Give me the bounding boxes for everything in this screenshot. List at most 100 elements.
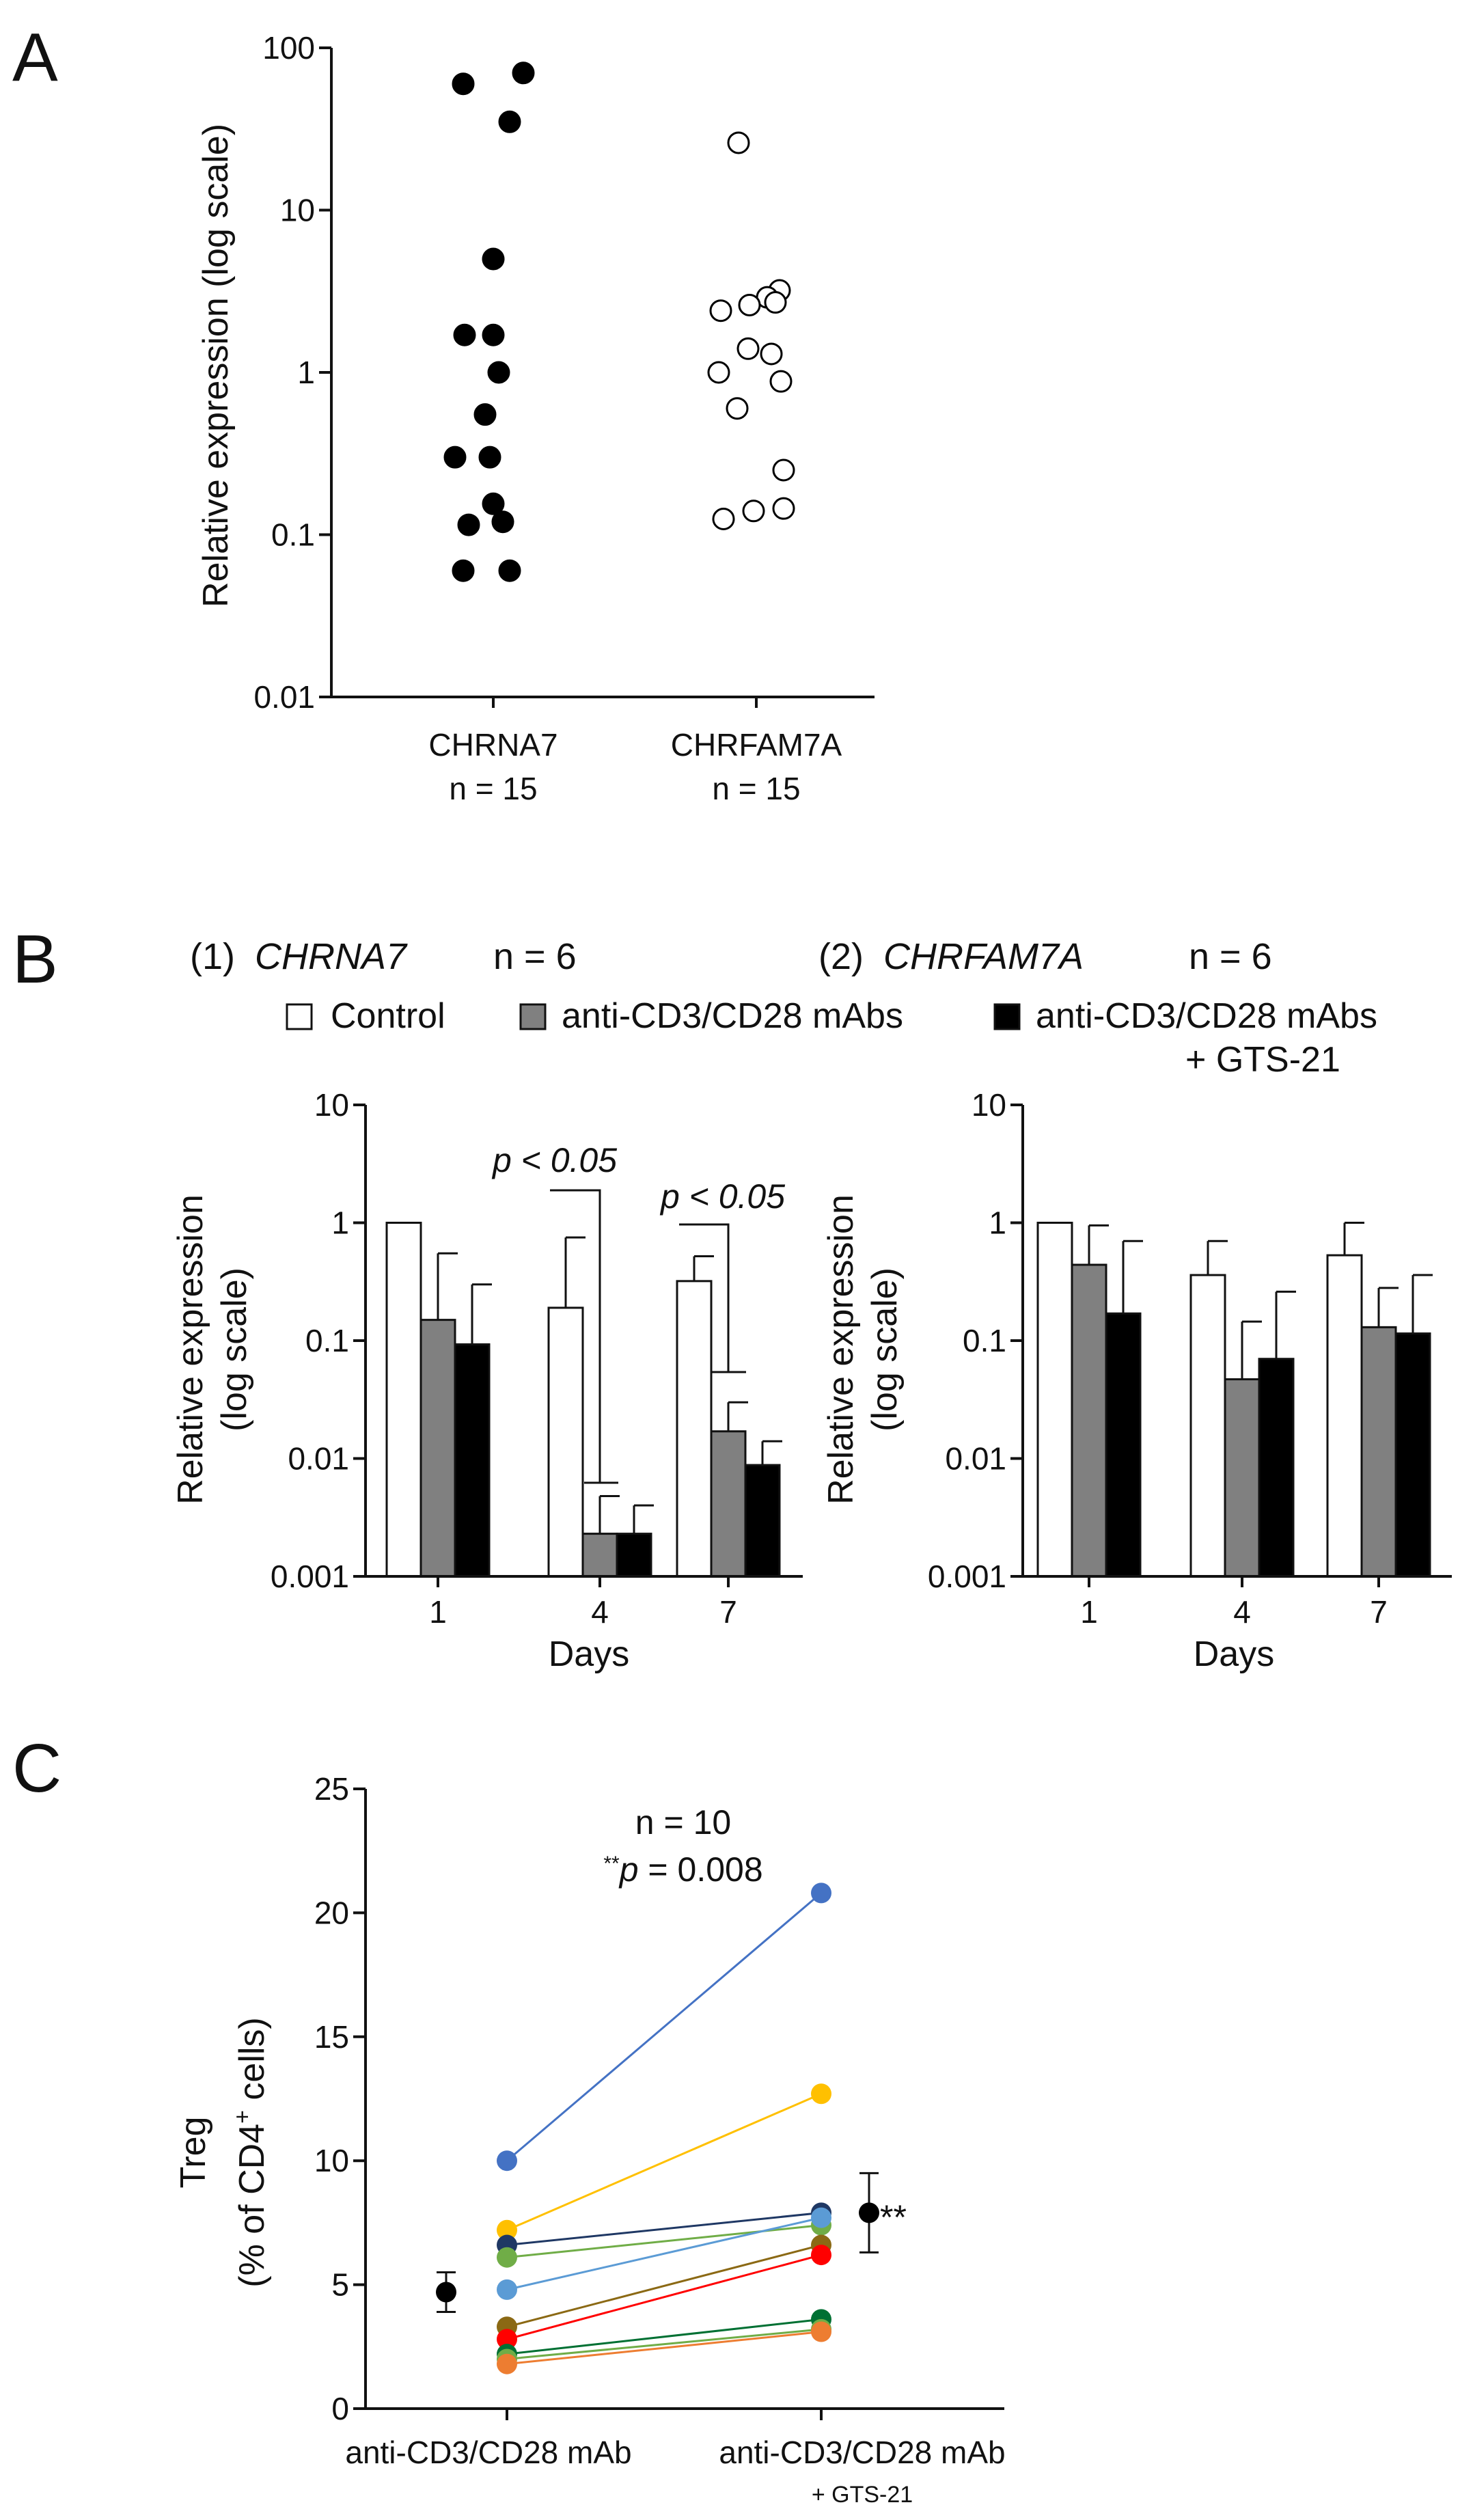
panel-a-n-chrna7: n = 15 bbox=[449, 771, 537, 806]
panel-b1-bar-s1-d7 bbox=[710, 1430, 747, 1578]
panel-b2-bar-s1-d7 bbox=[1360, 1326, 1397, 1578]
panel-b2-x-categories: 1 4 7 bbox=[1080, 1576, 1388, 1630]
panel-c-point-after-6 bbox=[811, 2245, 831, 2266]
panel-a-point-chrfam7a-7 bbox=[760, 342, 783, 366]
panel-b2-y-tick-label-2: 0.1 bbox=[963, 1323, 1006, 1358]
panel-b1-x-label-4: 4 bbox=[591, 1594, 609, 1630]
panel-a-point-chrna7-5 bbox=[482, 323, 505, 346]
panel-c-point-before-1 bbox=[497, 2219, 517, 2241]
panel-a-point-chrna7-2 bbox=[498, 110, 521, 133]
panel-a-point-chrfam7a-14 bbox=[712, 507, 735, 530]
legend-swatch-control bbox=[286, 1003, 313, 1030]
panel-c-lines bbox=[497, 1882, 831, 2374]
panel-b2-y-tick-label-4: 0.001 bbox=[928, 1559, 1006, 1594]
panel-c-mean-point-0 bbox=[436, 2282, 456, 2303]
panel-c-p-stars: ** bbox=[603, 1852, 620, 1875]
panel-b1-x-label-1: 1 bbox=[429, 1594, 447, 1630]
panel-b-legend: Control anti-CD3/CD28 mAbs anti-CD3/CD28… bbox=[286, 996, 1377, 1080]
panel-a-category-chrfam7a: CHRFAM7A bbox=[671, 727, 842, 763]
panel-a-point-chrna7-8 bbox=[443, 446, 467, 469]
panel-b1-bars bbox=[385, 1222, 782, 1578]
panel-b1-bar-chart: Relative expression (log scale) 10 1 0.1 0.… bbox=[171, 1087, 803, 1674]
panel-a-point-chrna7-1 bbox=[512, 61, 535, 85]
panel-b2-bar-s0-d4 bbox=[1189, 1274, 1226, 1578]
panel-b2-x-label-7: 7 bbox=[1370, 1594, 1388, 1630]
panel-a-point-chrfam7a-9 bbox=[769, 370, 793, 393]
panel-a-y-label: Relative expression (log scale) bbox=[196, 124, 236, 607]
panel-b2-x-label-1: 1 bbox=[1080, 1594, 1098, 1630]
panel-c-y-label-end: cells) bbox=[232, 2017, 272, 2110]
panel-c-category-2: anti-CD3/CD28 mAb bbox=[719, 2435, 1005, 2470]
panel-c-means bbox=[436, 2172, 879, 2314]
panel-c-y-tick-label-2: 15 bbox=[314, 2019, 349, 2055]
panel-b1-x-categories: 1 4 7 bbox=[429, 1576, 737, 1630]
panel-b2-bar-s2-d7 bbox=[1394, 1332, 1431, 1578]
panel-b2-y-ticks: 10 1 0.1 0.01 0.001 bbox=[928, 1087, 1023, 1594]
panel-b2-bar-s0-d7 bbox=[1326, 1254, 1363, 1578]
panel-a-point-chrna7-13 bbox=[452, 559, 475, 582]
panel-b1-y-label-line1: Relative expression bbox=[171, 1194, 210, 1505]
panel-c-point-before-0 bbox=[497, 2150, 517, 2172]
legend-label-anti-cd3: anti-CD3/CD28 mAbs bbox=[562, 996, 903, 1036]
panel-letter-c: C bbox=[12, 1730, 61, 1807]
panel-a-point-chrna7-7 bbox=[473, 403, 497, 426]
panel-b1-pvalue-day4: p < 0.05 bbox=[491, 1141, 617, 1179]
panel-b2-bar-s2-d4 bbox=[1258, 1358, 1295, 1578]
panel-letter-a: A bbox=[12, 19, 58, 96]
panel-c-paired-lines: Treg (% of CD4+ cells) 25 20 15 10 5 0 anti-C… bbox=[174, 1771, 1006, 2508]
panel-b1-pvalue-day7: p < 0.05 bbox=[659, 1177, 785, 1216]
panel-a-point-chrfam7a-13 bbox=[742, 499, 765, 523]
panel-b2-y-label-line2: (log scale) bbox=[865, 1268, 905, 1432]
panel-b2-y-label-line1: Relative expression bbox=[821, 1194, 861, 1505]
panel-c-line-3 bbox=[506, 2224, 822, 2259]
panel-b1-x-label-7: 7 bbox=[719, 1594, 737, 1630]
panel-c-line-4 bbox=[506, 2217, 822, 2291]
legend-swatch-anti-cd3 bbox=[519, 1003, 547, 1030]
panel-a-point-chrfam7a-6 bbox=[736, 337, 760, 360]
panel-b1-bar-s2-d4 bbox=[616, 1533, 652, 1578]
panel-b1-y-tick-label-3: 0.01 bbox=[288, 1441, 349, 1477]
panel-b2-subtitle-gene: CHRFAM7A bbox=[883, 936, 1084, 977]
panel-a-point-chrfam7a-3 bbox=[738, 293, 761, 316]
panel-c-line-5 bbox=[506, 2244, 822, 2328]
panel-a-point-chrfam7a-8 bbox=[707, 361, 730, 384]
panel-b2-bar-s2-d1 bbox=[1105, 1312, 1142, 1578]
panel-b2-bar-s1-d4 bbox=[1224, 1378, 1261, 1578]
panel-a-point-chrna7-9 bbox=[478, 446, 501, 469]
panel-a-point-chrfam7a-5 bbox=[764, 291, 787, 314]
panel-a-n-chrfam7a: n = 15 bbox=[712, 771, 800, 806]
panel-letter-b: B bbox=[12, 921, 58, 998]
panel-c-line-6 bbox=[506, 2254, 822, 2340]
panel-b1-n: n = 6 bbox=[493, 936, 577, 977]
panel-c-point-before-9 bbox=[497, 2353, 517, 2374]
panel-c-y-label-main: (% of CD4 bbox=[232, 2124, 272, 2288]
panel-b2-subtitle-num: (2) bbox=[818, 936, 864, 977]
panel-b1-subtitle-gene: CHRNA7 bbox=[255, 936, 408, 977]
panel-a-scatter: Relative expression (log scale) 100 10 1 0.… bbox=[196, 30, 875, 806]
panel-c-line-9 bbox=[506, 2331, 822, 2366]
panel-b1-bar-s0-d7 bbox=[676, 1280, 713, 1578]
panel-c-point-after-1 bbox=[811, 2083, 831, 2105]
panel-b1-y-tick-label-2: 0.1 bbox=[305, 1323, 349, 1358]
panel-b2-bar-s1-d1 bbox=[1071, 1263, 1107, 1578]
panel-a-point-chrna7-10 bbox=[482, 492, 505, 515]
panel-c-y-tick-label-0: 25 bbox=[314, 1771, 349, 1807]
panel-b1-bar-s1-d4 bbox=[581, 1533, 618, 1578]
panel-c-y-label-line2: (% of CD4+ cells) bbox=[230, 2017, 272, 2288]
panel-b1-bracket-day4 bbox=[550, 1189, 601, 1483]
panel-c-y-label-line1: Treg bbox=[174, 2117, 213, 2189]
panel-b2-y-tick-label-1: 1 bbox=[989, 1205, 1006, 1241]
panel-b1-subtitle: (1) CHRNA7 bbox=[190, 936, 408, 977]
panel-a-point-chrfam7a-0 bbox=[727, 131, 750, 154]
panel-c-significance-stars: ** bbox=[880, 2198, 907, 2236]
panel-b1-y-tick-label-4: 0.001 bbox=[271, 1559, 349, 1594]
legend-label-gts21-line1: anti-CD3/CD28 mAbs bbox=[1036, 996, 1377, 1036]
panel-a-y-tick-label-3: 0.1 bbox=[271, 517, 315, 553]
panel-c-y-tick-label-5: 0 bbox=[331, 2391, 349, 2426]
panel-c-category-1: anti-CD3/CD28 mAb bbox=[345, 2435, 631, 2470]
panel-b1-bar-s0-d1 bbox=[385, 1222, 422, 1578]
panel-c-line-2 bbox=[506, 2211, 822, 2247]
panel-c-y-tick-label-4: 5 bbox=[331, 2267, 349, 2303]
panel-b1-bracket-day7 bbox=[679, 1223, 730, 1372]
panel-b2-bars bbox=[1036, 1222, 1433, 1578]
